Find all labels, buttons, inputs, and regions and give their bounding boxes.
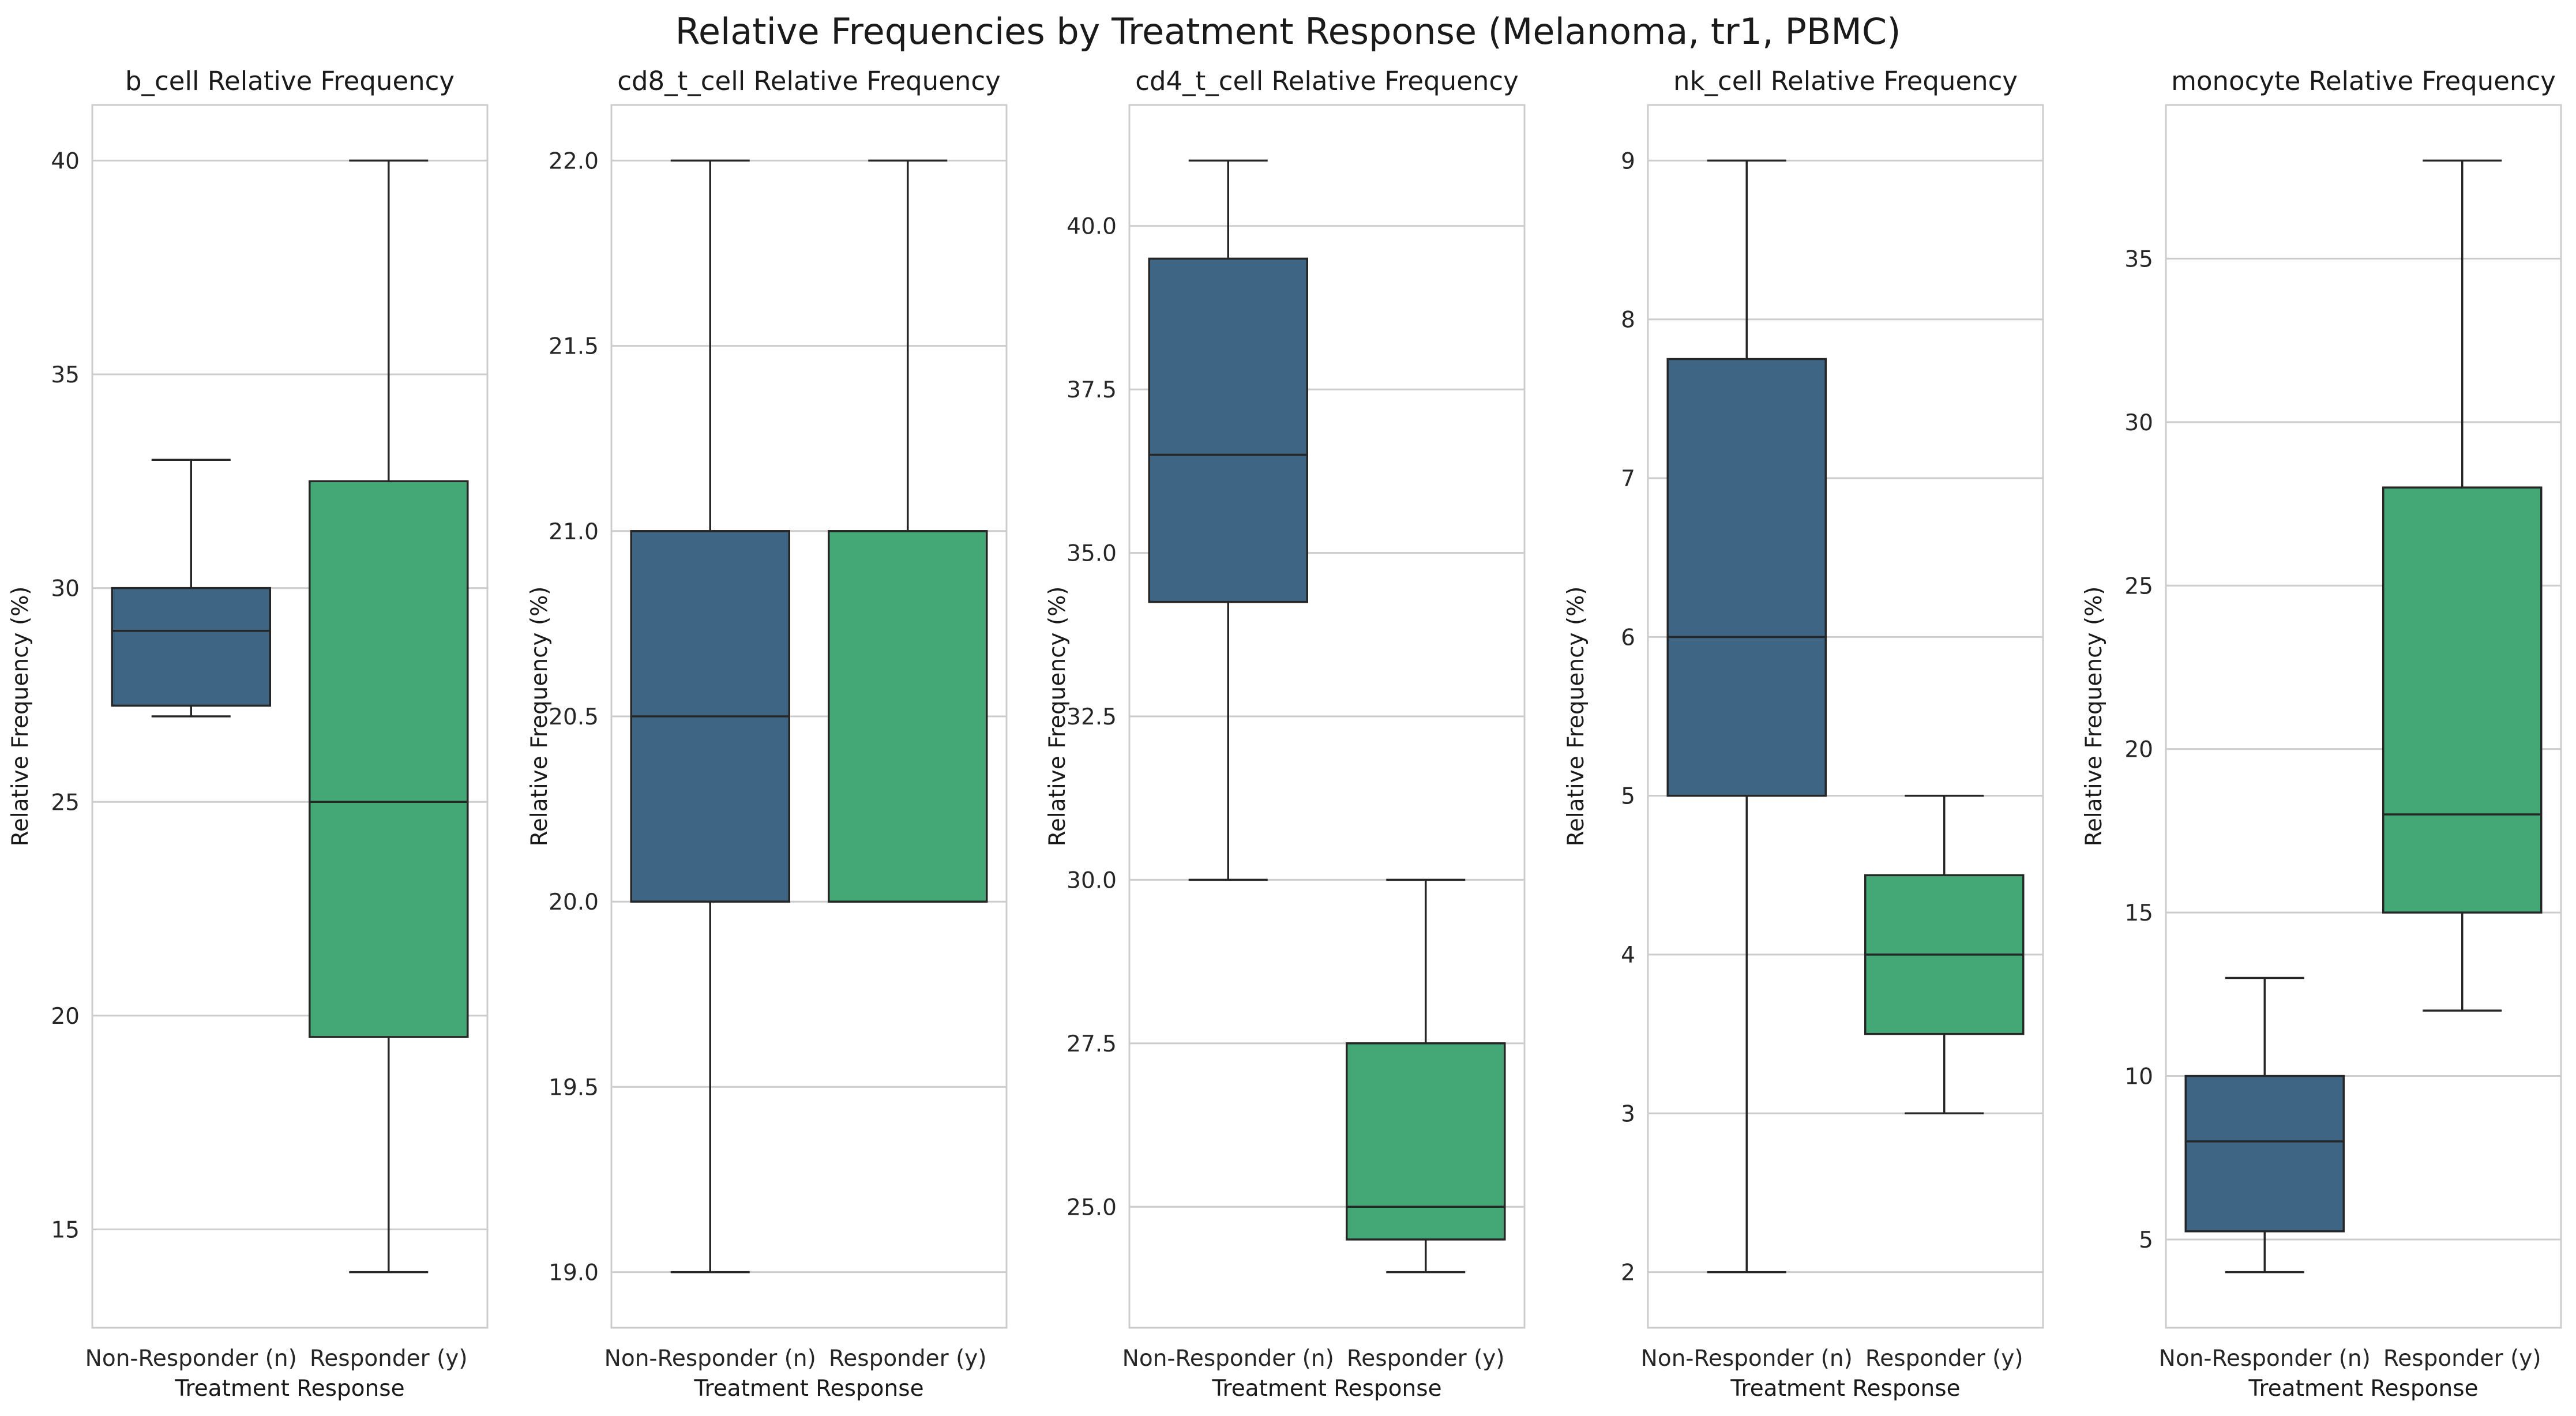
x-tick-label: Responder (y) <box>1347 1346 1505 1372</box>
x-axis-label: Treatment Response <box>174 1376 404 1402</box>
x-tick-label: Non-Responder (n) <box>604 1346 816 1372</box>
panel-1: 19.0 19.5 20.0 20.5 21.0 21.5 22.0 Non-Responde… <box>527 66 1008 1402</box>
y-axis-label: Relative Frequency (%) <box>1045 586 1071 846</box>
box-iqr <box>2184 1075 2345 1233</box>
y-tick-label: 20.0 <box>549 889 599 915</box>
y-tick-label: 25 <box>51 790 80 816</box>
box-1 <box>828 159 988 903</box>
y-tick-label: 20 <box>2124 737 2153 763</box>
y-tick-label: 30 <box>51 576 80 602</box>
y-tick-label: 21.0 <box>549 519 599 545</box>
box-iqr <box>309 480 469 1038</box>
box-1 <box>309 159 469 1274</box>
box-iqr <box>2382 486 2543 914</box>
x-tick-label: Responder (y) <box>829 1346 987 1372</box>
box-1 <box>1864 794 2025 1115</box>
x-tick-label: Responder (y) <box>2383 1346 2541 1372</box>
y-tick-label: 35 <box>51 362 80 388</box>
y-tick-label: 8 <box>1621 307 1635 333</box>
plot-frame <box>1647 104 2044 1329</box>
x-tick-label: Non-Responder (n) <box>1122 1346 1334 1372</box>
panel-title: cd4_t_cell Relative Frequency <box>1135 66 1519 96</box>
plot-frame <box>2165 104 2562 1329</box>
box-0 <box>2184 976 2345 1274</box>
y-tick-label: 40 <box>51 148 80 174</box>
x-tick-label: Responder (y) <box>1865 1346 2023 1372</box>
box-iqr <box>111 587 271 707</box>
x-tick-label: Non-Responder (n) <box>1641 1346 1853 1372</box>
y-tick-label: 3 <box>1621 1101 1635 1127</box>
y-tick-label: 7 <box>1621 466 1635 492</box>
y-tick-label: 25 <box>2124 573 2153 599</box>
y-tick-label: 37.5 <box>1067 377 1117 403</box>
y-tick-label: 2 <box>1621 1260 1635 1286</box>
panel-title: cd8_t_cell Relative Frequency <box>617 66 1001 96</box>
x-axis-label: Treatment Response <box>693 1376 923 1402</box>
plot-frame <box>610 104 1008 1329</box>
y-tick-label: 30.0 <box>1067 867 1117 893</box>
y-tick-label: 22.0 <box>549 148 599 174</box>
x-tick-label: Non-Responder (n) <box>2159 1346 2371 1372</box>
y-tick-label: 4 <box>1621 942 1635 968</box>
figure-title: Relative Frequencies by Treatment Respon… <box>675 10 1901 52</box>
y-tick-label: 5 <box>2139 1227 2153 1253</box>
y-axis-label: Relative Frequency (%) <box>7 586 33 846</box>
x-tick-label: Non-Responder (n) <box>85 1346 297 1372</box>
box-0 <box>111 459 271 718</box>
y-tick-label: 10 <box>2124 1064 2153 1090</box>
box-iqr <box>828 530 988 903</box>
y-tick-label: 27.5 <box>1067 1031 1117 1057</box>
y-axis-label: Relative Frequency (%) <box>1563 586 1589 846</box>
y-tick-label: 25.0 <box>1067 1195 1117 1220</box>
y-axis-label: Relative Frequency (%) <box>527 586 553 846</box>
panel-title: monocyte Relative Frequency <box>2171 66 2556 96</box>
x-axis-label: Treatment Response <box>2248 1376 2478 1402</box>
y-tick-label: 6 <box>1621 625 1635 651</box>
y-tick-label: 30 <box>2124 410 2153 436</box>
x-axis-label: Treatment Response <box>1211 1376 1441 1402</box>
box-0 <box>630 159 790 1274</box>
y-tick-label: 19.0 <box>549 1260 599 1286</box>
y-tick-label: 15 <box>2124 900 2153 926</box>
plot-frame <box>1128 104 1526 1329</box>
panel-2: 25.0 27.5 30.0 32.5 35.0 37.5 40.0 Non-Responde… <box>1045 66 1526 1402</box>
y-tick-label: 40.0 <box>1067 214 1117 240</box>
y-tick-label: 5 <box>1621 784 1635 810</box>
x-axis-label: Treatment Response <box>1730 1376 1960 1402</box>
y-tick-label: 20 <box>51 1004 80 1030</box>
box-iqr <box>1666 358 1827 797</box>
box-0 <box>1148 159 1308 881</box>
panel-0: 15 20 25 30 35 40 Non-Responder (n) Responder (… <box>7 66 489 1402</box>
y-tick-label: 20.5 <box>549 704 599 730</box>
y-tick-label: 15 <box>51 1218 80 1244</box>
panel-title: b_cell Relative Frequency <box>125 66 455 96</box>
box-1 <box>2382 159 2543 1012</box>
y-axis-label: Relative Frequency (%) <box>2081 586 2107 846</box>
panel-4: 5 10 15 20 25 30 35 Non-Responder (n) Responder … <box>2081 66 2562 1402</box>
box-0 <box>1666 159 1827 1274</box>
x-tick-label: Responder (y) <box>310 1346 468 1372</box>
box-1 <box>1346 878 1506 1274</box>
panel-3: 2 3 4 5 6 7 8 9 Non-Responder (n) Responder (y) nk… <box>1563 66 2044 1402</box>
y-tick-label: 35 <box>2124 246 2153 272</box>
y-tick-label: 35.0 <box>1067 541 1117 567</box>
box-iqr <box>1346 1042 1506 1241</box>
y-tick-label: 9 <box>1621 148 1635 174</box>
panel-title: nk_cell Relative Frequency <box>1673 66 2018 96</box>
y-tick-label: 19.5 <box>549 1075 599 1101</box>
y-tick-label: 21.5 <box>549 334 599 360</box>
plot-frame <box>91 104 489 1329</box>
box-iqr <box>1148 257 1308 603</box>
y-tick-label: 32.5 <box>1067 704 1117 730</box>
